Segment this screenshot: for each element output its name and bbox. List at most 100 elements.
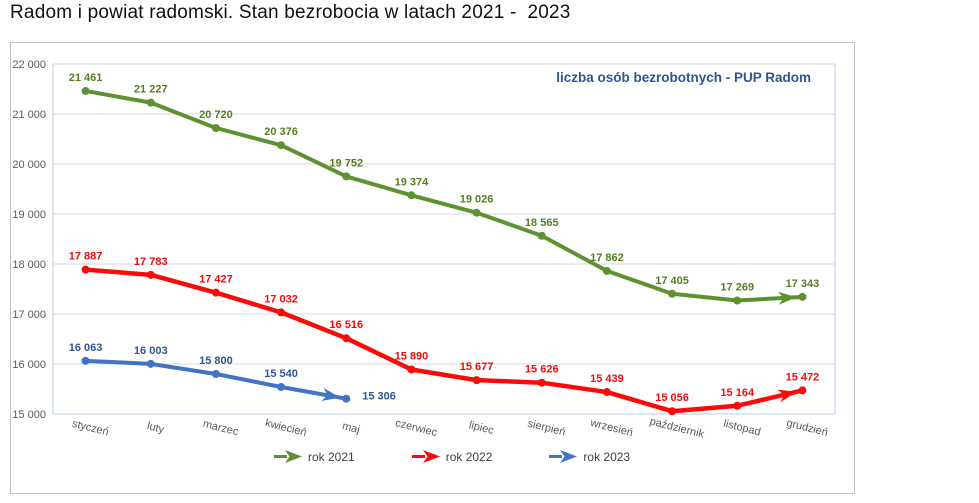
data-point-marker bbox=[146, 359, 155, 368]
legend-label: rok 2023 bbox=[583, 449, 631, 464]
data-label: 17 405 bbox=[655, 275, 689, 287]
data-point-marker bbox=[81, 265, 90, 274]
data-point-marker bbox=[81, 86, 90, 95]
x-tick-label: sierpień bbox=[526, 418, 566, 439]
x-tick-label: wrzesień bbox=[588, 417, 634, 439]
x-tick-label: październik bbox=[648, 416, 705, 441]
data-point-marker bbox=[537, 378, 546, 387]
data-point-marker bbox=[342, 334, 351, 343]
x-tick-label: marzec bbox=[202, 418, 240, 438]
line-end-arrow-icon bbox=[321, 388, 341, 401]
x-tick-label: kwiecień bbox=[264, 417, 308, 439]
data-point-marker bbox=[668, 289, 677, 298]
x-tick-label: lipiec bbox=[468, 419, 496, 437]
data-label: 15 439 bbox=[590, 373, 624, 385]
legend-arrow-icon bbox=[549, 450, 578, 463]
data-point-marker bbox=[472, 376, 481, 385]
data-label: 15 540 bbox=[264, 368, 298, 380]
data-point-marker bbox=[146, 270, 155, 279]
data-label: 17 887 bbox=[69, 251, 103, 263]
legend-label: rok 2021 bbox=[308, 449, 355, 464]
data-point-marker bbox=[407, 191, 416, 200]
x-tick-label: listopad bbox=[722, 418, 762, 439]
data-point-marker bbox=[668, 407, 677, 416]
x-tick-label: luty bbox=[146, 420, 166, 436]
data-label: 17 343 bbox=[786, 278, 820, 290]
data-point-marker bbox=[472, 208, 481, 217]
y-axis-labels: 15 000 16 000 17 000 18 000 19 000 20 000 21 0… bbox=[12, 59, 46, 421]
data-label: 15 890 bbox=[395, 351, 429, 363]
data-point-marker bbox=[342, 172, 351, 181]
data-label: 15 472 bbox=[786, 371, 820, 383]
data-point-marker bbox=[733, 401, 742, 410]
y-tick-label: 20 000 bbox=[12, 159, 46, 171]
data-label: 17 032 bbox=[264, 293, 298, 305]
data-label: 15 626 bbox=[525, 364, 559, 376]
page-title: Radom i powiat radomski. Stan bezrobocia… bbox=[10, 2, 571, 23]
legend-label: rok 2022 bbox=[445, 449, 493, 464]
data-label: 16 063 bbox=[69, 342, 103, 354]
legend-item-rok-2022: rok 2022 bbox=[411, 449, 493, 464]
data-label: 17 269 bbox=[720, 282, 754, 294]
data-point-marker bbox=[211, 124, 220, 132]
data-point-marker bbox=[342, 394, 351, 403]
data-point-marker bbox=[211, 370, 220, 378]
series-line bbox=[83, 267, 805, 414]
data-label: 15 306 bbox=[362, 391, 396, 403]
legend-item-rok-2021: rok 2021 bbox=[273, 449, 355, 464]
data-label: 16 003 bbox=[134, 345, 168, 357]
chart-legend: rok 2021 rok 2022 rok 2023 bbox=[11, 449, 854, 464]
x-tick-label: maj bbox=[341, 420, 361, 436]
data-label: 19 026 bbox=[460, 194, 494, 206]
data-point-marker bbox=[211, 288, 220, 297]
data-point-marker bbox=[277, 383, 286, 391]
data-point-marker bbox=[81, 356, 90, 365]
chart-area: 15 000 16 000 17 000 18 000 19 000 20 000 21 0… bbox=[10, 42, 855, 494]
x-axis-labels: styczeń luty marzec kwiecień maj czerwiec lipi… bbox=[71, 416, 829, 441]
data-label: 15 800 bbox=[199, 355, 233, 367]
data-point-marker bbox=[733, 296, 742, 305]
legend-arrow-icon bbox=[274, 450, 302, 463]
data-point-marker bbox=[798, 292, 807, 301]
series-rok-2023 bbox=[81, 356, 351, 403]
line-end-arrow-icon bbox=[777, 389, 797, 403]
line-end-arrow-icon bbox=[778, 291, 797, 305]
chart-annotation: liczba osób bezrobotnych - PUP Radom bbox=[556, 70, 811, 85]
y-tick-label: 22 000 bbox=[12, 59, 46, 71]
series-rok-2022 bbox=[81, 265, 807, 416]
data-point-marker bbox=[537, 231, 546, 240]
x-tick-label: grudzień bbox=[785, 417, 829, 439]
legend-arrow-icon bbox=[411, 450, 440, 463]
series-rok-2021 bbox=[81, 86, 807, 305]
series-data-labels: 16 063 16 003 15 800 15 540 15 306 bbox=[69, 342, 396, 403]
data-label: 21 227 bbox=[134, 84, 168, 96]
data-label: 19 374 bbox=[395, 176, 430, 188]
data-label: 16 516 bbox=[329, 319, 363, 331]
data-label: 20 376 bbox=[264, 126, 298, 138]
data-label: 17 427 bbox=[199, 274, 233, 286]
data-label: 15 677 bbox=[460, 361, 494, 373]
x-tick-label: styczeń bbox=[71, 418, 110, 439]
data-label: 20 720 bbox=[199, 109, 233, 121]
data-point-marker bbox=[602, 388, 611, 397]
data-point-marker bbox=[602, 266, 611, 275]
series-data-labels: 21 461 21 227 20 720 20 376 19 752 19 374 19 0… bbox=[69, 72, 819, 294]
data-label: 17 862 bbox=[590, 252, 624, 264]
data-point-marker bbox=[277, 141, 286, 150]
y-tick-label: 21 000 bbox=[12, 109, 46, 121]
data-label: 15 056 bbox=[655, 392, 689, 404]
y-tick-label: 18 000 bbox=[12, 259, 46, 271]
y-tick-label: 17 000 bbox=[12, 309, 46, 321]
y-tick-label: 15 000 bbox=[12, 409, 46, 421]
data-label: 18 565 bbox=[525, 217, 559, 229]
data-label: 15 164 bbox=[720, 387, 755, 399]
data-label: 21 461 bbox=[69, 72, 103, 84]
y-tick-label: 19 000 bbox=[12, 209, 46, 221]
y-tick-label: 16 000 bbox=[12, 359, 46, 371]
data-point-marker bbox=[798, 386, 807, 395]
series-data-labels: 17 887 17 783 17 427 17 032 16 516 15 890 15 6… bbox=[69, 251, 819, 405]
legend-item-rok-2023: rok 2023 bbox=[548, 449, 630, 464]
data-point-marker bbox=[407, 365, 416, 374]
data-label: 19 752 bbox=[329, 157, 363, 169]
legend-items: rok 2021 rok 2022 rok 2023 bbox=[273, 449, 630, 464]
